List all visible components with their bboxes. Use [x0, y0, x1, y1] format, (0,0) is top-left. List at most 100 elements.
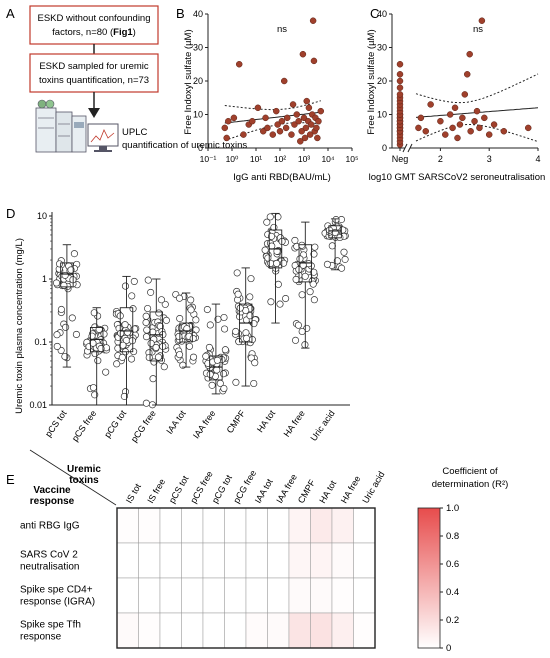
panel-b-point [314, 134, 321, 142]
ci-upper-line [224, 100, 321, 111]
panel-c-point [454, 134, 461, 142]
panel-b-point [225, 117, 232, 125]
panel-d-point [294, 321, 302, 329]
heatmap-cell [331, 612, 354, 649]
heatmap-header-diagonal [29, 449, 117, 506]
panel-d: D Uremic toxin plasma concentration (mg/… [6, 206, 350, 444]
panel-d-point [161, 300, 169, 308]
heatmap-row-labels: anti RBG IgG SARS CoV 2 neutralisation Spik… [20, 521, 95, 643]
panel-b-xtick-label: 10⁻¹ [200, 154, 217, 164]
heatmap-column-label: HA tot [317, 478, 338, 505]
panel-d-point [250, 379, 258, 388]
panel-d-category-label: IAA free [191, 408, 218, 440]
panel-d-point [232, 327, 240, 336]
panel-d-point [90, 309, 98, 317]
panel-d-ylabel: Uremic toxin plasma concentration (mg/L) [14, 238, 25, 414]
panel-d-point [232, 378, 240, 386]
panel-b-ns-annotation: ns [277, 24, 287, 35]
panel-d-point [60, 281, 68, 289]
heatmap-cell [138, 612, 161, 649]
panel-b-xtick-label: 10⁵ [346, 154, 359, 164]
panel-d-point [206, 321, 214, 329]
heatmap-cell [353, 542, 376, 579]
heatmap-cell [116, 507, 139, 544]
panel-d-point [89, 384, 97, 392]
panel-d-point [192, 316, 200, 324]
panel-b-point [249, 117, 256, 125]
heatmap-cell [288, 542, 311, 579]
panel-c-point [466, 50, 473, 58]
panel-d-point [247, 354, 255, 362]
heatmap-column-header: Uremic toxins [67, 464, 101, 486]
panel-b-xtick-label: 10² [274, 154, 286, 164]
panel-b-point [299, 50, 307, 58]
heatmap-column-label: CMPF [296, 477, 318, 505]
heatmap-cell [181, 507, 204, 544]
panel-d-point [219, 370, 228, 378]
panel-d-point [306, 288, 314, 296]
panel-c-point [449, 124, 456, 132]
panel-d-point [144, 276, 152, 284]
panel-d-point [310, 250, 318, 258]
panel-d-point [55, 260, 64, 268]
panel-d-ytick-label: 0.01 [29, 400, 47, 410]
colorbar-title-line2: determination (R²) [432, 479, 509, 490]
flow-box-2 [29, 53, 159, 93]
panel-b-points [221, 17, 325, 145]
panel-c-ytick-label: 10 [377, 110, 387, 120]
heatmap-column-label: IS tot [124, 481, 143, 505]
panel-d-category-label: HA free [282, 408, 307, 438]
panel-c-ytick-label: 0 [382, 143, 387, 153]
panel-b-ytick-label: 20 [193, 76, 203, 86]
panel-d-point [276, 300, 284, 308]
heatmap-row-label: Spike spe CD4+ response (IGRA) [20, 585, 95, 608]
colorbar-tick-label: 0.8 [446, 531, 459, 542]
panel-b-point [317, 107, 325, 115]
panel-d-point [152, 343, 160, 352]
panel-b-point [310, 57, 318, 65]
panel-b-point [315, 117, 322, 125]
heatmap-cell [331, 577, 354, 614]
panel-b-point [291, 121, 298, 128]
flow-box-1 [29, 5, 159, 45]
heatmap-cell [310, 612, 333, 649]
heatmap-cell [267, 612, 290, 649]
panel-d-point [236, 304, 244, 312]
panel-d-point [299, 261, 307, 269]
uplc-instrument-icon [35, 99, 87, 153]
panel-d-point [341, 255, 349, 263]
panel-c-neg-point [396, 77, 404, 85]
panel-b-point [280, 77, 288, 85]
panel-d-point [203, 305, 211, 314]
panel-d-point [175, 332, 183, 341]
heatmap-cell [159, 577, 182, 614]
panel-d-point [273, 259, 281, 267]
panel-c-ytick-label: 40 [377, 9, 387, 19]
panel-c-point [442, 131, 449, 138]
panel-d-box [179, 322, 193, 343]
heatmap-column-label: Uric acid [360, 470, 386, 505]
panel-d-point [205, 343, 213, 351]
panel-d-box [209, 355, 223, 381]
uplc-label-line2: quantification of uremic toxins [122, 140, 247, 151]
panel-c-point [471, 117, 478, 125]
panel-b-point [274, 121, 281, 128]
panel-c-neg-point [396, 84, 404, 91]
panel-b-point [298, 128, 305, 135]
panel-c-axes: 0 10 20 30 40 Neg 2 3 4 [377, 9, 541, 164]
colorbar-gradient [417, 507, 441, 649]
panel-c-xlabel: log10 GMT SARSCoV2 seroneutralisation [369, 172, 546, 183]
panel-d-category-label: pCG free [129, 408, 158, 444]
panel-d-point [309, 280, 317, 288]
panel-d-box [328, 225, 342, 239]
panel-b-point [254, 104, 262, 112]
panel-c-ytick-label: 20 [377, 76, 387, 86]
heatmap-cell [202, 577, 225, 614]
panel-b-ytick-label: 10 [193, 110, 203, 120]
panel-d-category-label: pCS tot [43, 408, 69, 439]
panel-d-point [88, 332, 96, 340]
panel-b-xtick-label: 10⁴ [321, 154, 334, 164]
panel-b-ytick-label: 0 [198, 143, 203, 153]
panel-b-point [288, 131, 295, 138]
